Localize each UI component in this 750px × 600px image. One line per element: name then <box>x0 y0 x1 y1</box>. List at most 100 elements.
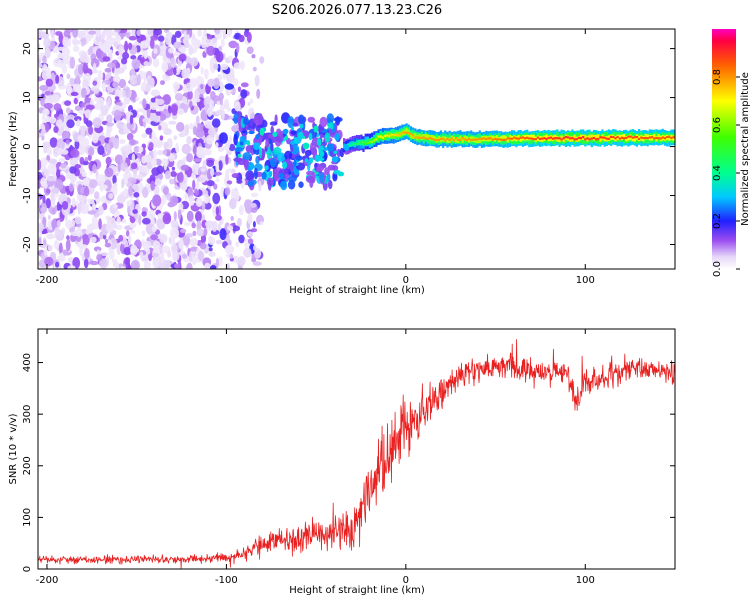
spectrogram-noise-blob <box>47 214 51 220</box>
spectrogram-signal-cell <box>668 135 671 138</box>
spectrogram-signal-cell <box>431 137 434 140</box>
spectrogram-noise-blob <box>181 143 191 155</box>
spectrogram-noise-blob <box>220 38 225 48</box>
spectrogram-noise-blob <box>53 126 59 133</box>
spectrogram-noise-blob <box>53 103 62 111</box>
spectrogram-noise-blob <box>115 62 121 70</box>
spectrogram-signal-cell <box>405 128 408 134</box>
spectrogram-noise-blob <box>81 171 87 177</box>
spectrogram-noise-blob <box>92 62 97 74</box>
spectrogram-noise-blob <box>204 202 212 210</box>
spectrogram-onset-patch <box>304 158 309 163</box>
spectrogram-signal-cell <box>386 134 389 137</box>
spectrogram-noise-blob <box>58 157 66 163</box>
spectrogram-noise-blob <box>42 239 47 246</box>
spectrogram-onset-patch <box>309 157 314 164</box>
spectrogram-signal-cell <box>573 134 576 141</box>
spectrogram-noise-blob <box>336 148 341 158</box>
spectrogram-signal-cell <box>558 137 561 140</box>
spectrogram-noise-blob <box>224 187 231 196</box>
spectrogram-signal-cell <box>631 136 634 139</box>
spectrogram-noise-blob <box>96 249 100 255</box>
spectrogram-signal-cell <box>364 139 367 146</box>
spectrogram-y-tick-label: -20 <box>22 236 33 252</box>
spectrogram-onset-patch <box>284 135 289 140</box>
spectrogram-signal-cell <box>403 131 406 134</box>
spectrogram-noise-blob <box>186 210 194 222</box>
spectrogram-noise-blob <box>280 180 288 191</box>
spectrogram-noise-blob <box>130 55 137 60</box>
spectrogram-noise-blob <box>162 186 169 195</box>
spectrogram-noise-blob <box>244 199 253 211</box>
spectrogram-signal-cell <box>368 140 372 143</box>
spectrogram-noise-blob <box>106 143 111 150</box>
spectrogram-noise-blob <box>116 216 121 224</box>
spectrogram-noise-blob <box>49 137 58 148</box>
spectrogram-signal-cell <box>519 136 522 139</box>
spectrogram-signal-cell <box>573 138 576 141</box>
spectrogram-noise-blob <box>127 42 133 50</box>
spectrogram-noise-blob <box>269 158 277 168</box>
spectrogram-noise-blob <box>218 45 223 51</box>
spectrogram-signal-cell <box>351 143 354 146</box>
spectrogram-noise-blob <box>192 230 197 237</box>
spectrogram-noise-blob <box>211 118 221 128</box>
spectrogram-noise-blob <box>114 29 121 33</box>
spectrogram-noise-blob <box>98 218 102 230</box>
spectrogram-noise-blob <box>225 154 229 165</box>
spectrogram-noise-blob <box>168 120 177 125</box>
spectrogram-noise-blob <box>41 93 45 99</box>
spectrogram-noise-blob <box>46 188 51 194</box>
spectrogram-signal-cell <box>530 134 533 141</box>
spectrogram-noise-blob <box>117 160 122 172</box>
spectrogram-noise-blob <box>141 211 147 217</box>
spectrogram-noise-blob <box>42 141 51 149</box>
spectrogram-noise-blob <box>270 142 274 152</box>
spectrogram-noise-blob <box>339 147 345 158</box>
spectrogram-noise-blob <box>231 124 241 133</box>
spectrogram-noise-blob <box>118 234 124 242</box>
spectrogram-signal-cell <box>597 134 600 140</box>
spectrogram-signal-cell <box>416 136 419 139</box>
spectrogram-noise-blob <box>59 252 64 262</box>
spectrogram-signal-cell <box>493 137 496 140</box>
spectrogram-signal-cell <box>375 134 378 141</box>
spectrogram-noise-blob <box>233 113 239 124</box>
spectrogram-signal-cell <box>424 137 428 140</box>
spectrogram-noise-blob <box>75 75 81 85</box>
spectrogram-noise-blob <box>90 58 100 69</box>
spectrogram-signal-cell <box>390 133 393 136</box>
spectrogram-noise-blob <box>43 102 53 110</box>
snr-plot-area <box>38 329 675 569</box>
spectrogram-signal-cell <box>551 137 555 140</box>
spectrogram-noise-blob <box>164 33 172 45</box>
spectrogram-noise-blob <box>65 139 70 145</box>
spectrogram-noise-blob <box>46 233 55 240</box>
spectrogram-noise-blob <box>182 235 191 246</box>
spectrogram-noise-blob <box>301 119 306 132</box>
spectrogram-signal-cell <box>414 136 417 139</box>
spectrogram-signal-cell <box>448 138 451 142</box>
spectrogram-signal-cell <box>534 138 537 141</box>
spectrogram-noise-blob <box>238 205 244 216</box>
spectrogram-signal-cell <box>422 136 425 139</box>
spectrogram-signal-cell <box>435 139 438 142</box>
spectrogram-noise-blob <box>130 259 140 269</box>
spectrogram-noise-blob <box>192 179 196 191</box>
spectrogram-signal-cell <box>668 135 671 141</box>
spectrogram-signal-cell <box>371 141 374 144</box>
spectrogram-noise-blob <box>53 47 59 54</box>
spectrogram-noise-blob <box>38 196 41 209</box>
spectrogram-noise-blob <box>227 168 232 173</box>
spectrogram-onset-patch <box>329 143 334 152</box>
spectrogram-signal-cell <box>394 134 397 137</box>
spectrogram-onset-patch <box>337 171 344 177</box>
spectrogram-signal-cell <box>545 137 548 141</box>
spectrogram-noise-blob <box>119 139 126 144</box>
spectrogram-signal-cell <box>532 138 535 141</box>
spectrogram-noise-blob <box>140 165 144 172</box>
spectrogram-noise-blob <box>38 63 43 68</box>
spectrogram-noise-blob <box>191 255 197 266</box>
spectrogram-noise-blob <box>61 200 69 210</box>
spectrogram-signal-cell <box>407 132 410 135</box>
